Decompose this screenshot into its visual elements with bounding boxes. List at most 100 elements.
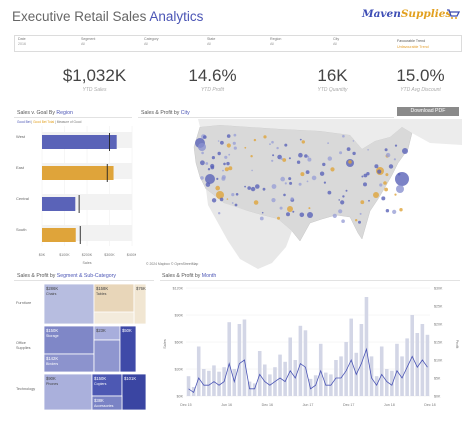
city-bubble <box>203 135 207 139</box>
city-bubble <box>228 166 233 171</box>
sales-bar <box>298 325 303 396</box>
city-bubble <box>307 155 310 158</box>
city-bubble <box>221 176 226 181</box>
city-bubble <box>226 198 229 200</box>
bullet-bar <box>42 166 114 180</box>
sales-bar <box>212 365 216 396</box>
sales-bar <box>252 383 257 396</box>
y-left-tick-label: $120K <box>173 287 184 291</box>
city-bubble <box>301 140 305 144</box>
treemap-name-label: Copiers <box>94 382 107 386</box>
city-bubble <box>226 161 230 166</box>
city-bubble <box>284 143 288 147</box>
filter-label: City <box>333 37 340 41</box>
city-bubble <box>226 134 231 138</box>
download-pdf-button[interactable]: Download PDF <box>397 107 459 116</box>
treemap-cell[interactable] <box>93 311 135 325</box>
treemap-cell[interactable] <box>119 325 137 373</box>
city-bubble <box>289 181 293 185</box>
kpi-value: $1,032K <box>62 66 127 85</box>
unfavourable-trend-label: Unfavourable Trend <box>397 44 429 49</box>
legend-item: Measure of Good <box>56 120 82 124</box>
city-bubble <box>307 212 313 218</box>
kpi-label: YTD Quantity <box>317 87 348 93</box>
trend-legend: Favourable Trend Unfavourable Trend <box>397 39 429 50</box>
y-left-tick-label: $30K <box>175 368 184 372</box>
city-bubble <box>388 164 394 169</box>
city-bubble <box>384 148 388 152</box>
city-bubble <box>232 141 236 145</box>
dashboard-title: Executive Retail Sales Analytics <box>12 9 203 24</box>
treemap-name-label: Accessories <box>94 404 114 408</box>
divider <box>138 117 394 118</box>
x-tick-label: Dec 15 <box>180 403 191 407</box>
city-bubble <box>200 176 204 180</box>
filter-bar: Date 2016 Segment All Category All State All… <box>14 35 462 52</box>
sales-bar <box>415 333 420 396</box>
city-bubble <box>393 158 396 161</box>
treemap-value-label: $286K <box>46 286 58 291</box>
treemap-cell[interactable] <box>93 339 121 373</box>
city-bubble <box>379 183 383 187</box>
us-landmass <box>193 124 413 242</box>
treemap-cell[interactable] <box>133 284 147 325</box>
x-tick-label: Jun 18 <box>384 403 395 407</box>
filter-city[interactable]: City All <box>333 37 339 47</box>
city-bubble <box>211 198 217 203</box>
city-bubble <box>253 200 259 205</box>
sales-bar <box>379 346 384 396</box>
filter-date[interactable]: Date 2016 <box>18 37 26 47</box>
filter-value: 2016 <box>18 42 26 46</box>
filter-category[interactable]: Category All <box>144 37 159 47</box>
city-bubble <box>341 219 345 223</box>
city-bubble <box>215 185 220 191</box>
city-bubble <box>358 220 361 224</box>
shopping-cart-icon <box>447 9 460 19</box>
city-bubble <box>216 191 224 199</box>
treemap-cell[interactable] <box>121 373 147 411</box>
axis-tick-label: $400K <box>127 253 136 257</box>
city-bubble <box>280 176 285 182</box>
sales-bar <box>400 356 404 396</box>
city-bubble <box>272 154 275 157</box>
city-bubble <box>363 173 368 178</box>
city-bubble <box>255 184 260 189</box>
city-bubble <box>244 185 246 188</box>
city-bubble <box>226 143 231 148</box>
city-bubble <box>224 167 229 172</box>
city-bubble <box>327 156 332 161</box>
city-bubble <box>233 146 237 150</box>
city-bubble <box>299 138 302 141</box>
treemap-name-label: Tables <box>96 292 107 296</box>
category-label: South <box>16 227 26 232</box>
y-right-tick-label: $5K <box>434 377 441 381</box>
sales-profit-city-map[interactable]: © 2024 Mapbox © OpenStreetMap <box>140 119 462 269</box>
city-bubble <box>200 160 205 166</box>
city-bubble <box>340 200 345 205</box>
city-bubble <box>277 216 280 220</box>
legend-item: Good Bet Total <box>33 120 55 124</box>
city-bubble <box>282 158 287 162</box>
city-bubble <box>342 195 345 198</box>
treemap-value-label: $150K <box>46 328 58 333</box>
treemap-cell[interactable] <box>91 395 123 411</box>
city-bubble <box>286 212 290 217</box>
filter-state[interactable]: State All <box>207 37 215 47</box>
filter-value: All <box>270 42 274 46</box>
sales-goal-title: Sales v. Goal By Region <box>17 110 73 116</box>
sales-bar <box>344 342 348 396</box>
city-bubble <box>288 177 292 181</box>
city-bubble <box>263 135 267 139</box>
map-title: Sales & Profit by City <box>141 110 190 116</box>
city-bubble <box>292 210 295 213</box>
sales-bar <box>425 334 430 396</box>
treemap-cell[interactable] <box>43 284 95 325</box>
category-label: West <box>16 134 26 139</box>
treemap-cell[interactable] <box>43 325 95 355</box>
y-left-tick-label: $60K <box>175 341 184 345</box>
filter-region[interactable]: Region All <box>270 37 281 47</box>
city-bubble <box>308 207 311 210</box>
treemap-cell[interactable] <box>43 373 93 411</box>
sales-bar <box>202 369 206 396</box>
filter-segment[interactable]: Segment All <box>81 37 95 47</box>
